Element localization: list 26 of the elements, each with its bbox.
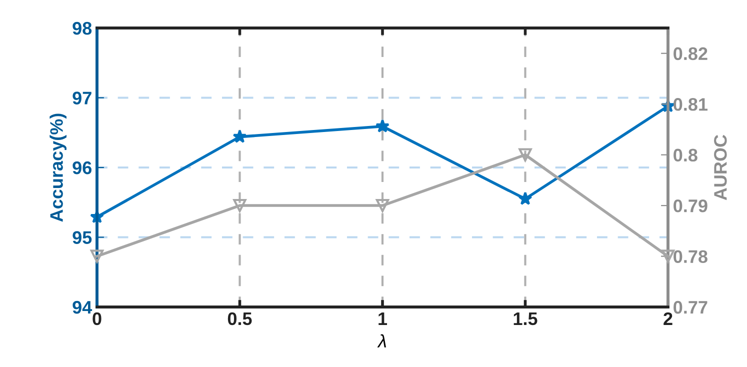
- x-tick-label: 0.5: [228, 312, 252, 326]
- x-tick-label: 0: [92, 312, 102, 326]
- y2-axis-title: AUROC: [714, 134, 727, 200]
- x-tick-label: 2: [664, 312, 672, 325]
- x-tick-label: 1.5: [514, 312, 538, 326]
- y2-tick-label: 0.78: [674, 250, 708, 263]
- y-tick-label: 94: [72, 300, 92, 314]
- x-tick-label: 1: [378, 312, 388, 325]
- point: [90, 250, 104, 263]
- point: [376, 198, 390, 212]
- x-axis-title: λ: [377, 334, 386, 348]
- point: [518, 192, 532, 205]
- y-tick-label: 97: [72, 92, 92, 104]
- y-tick-label: 95: [72, 231, 92, 244]
- y-axis-title: Accuracy(%): [50, 114, 66, 222]
- point: [232, 130, 247, 143]
- point: [518, 148, 532, 162]
- y2-tick-label: 0.79: [674, 199, 708, 212]
- y-tick-label: 98: [72, 22, 92, 35]
- y2-tick-label: 0.77: [674, 300, 708, 314]
- y2-tick-label: 0.81: [674, 98, 708, 111]
- point: [233, 198, 246, 212]
- y-tick-label: 96: [72, 161, 92, 174]
- y2-tick-label: 0.82: [674, 47, 708, 60]
- point: [376, 119, 390, 132]
- y2-tick-label: 0.8: [674, 148, 698, 162]
